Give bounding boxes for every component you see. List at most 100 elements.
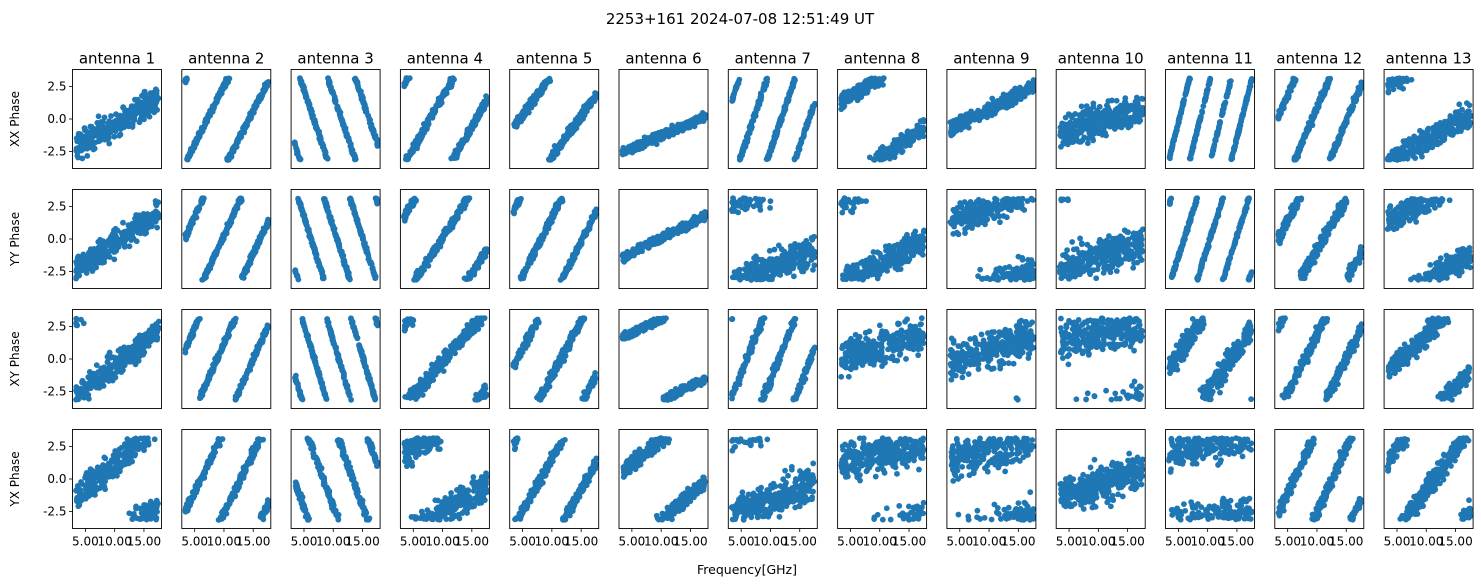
data-point	[1112, 119, 1119, 126]
data-point	[152, 86, 159, 93]
data-point	[702, 113, 708, 120]
figure-title: 2253+161 2024-07-08 12:51:49 UT	[606, 10, 875, 28]
data-point	[93, 258, 100, 265]
data-point	[122, 112, 128, 119]
data-point	[772, 135, 779, 142]
data-point	[105, 134, 112, 141]
data-point	[411, 145, 417, 152]
column-title: antenna 13	[1386, 50, 1472, 68]
data-point	[798, 138, 805, 144]
data-point	[1435, 129, 1442, 136]
data-point	[126, 243, 133, 250]
scatter-points	[1384, 75, 1474, 163]
data-point	[875, 83, 882, 89]
data-point	[914, 125, 920, 132]
y-tick-label: 0.0	[47, 112, 66, 126]
data-point	[1243, 96, 1250, 103]
data-point	[264, 218, 271, 225]
data-point	[1067, 139, 1074, 145]
data-point	[1101, 119, 1108, 126]
data-point	[228, 154, 235, 160]
data-point	[769, 142, 775, 149]
data-point	[1408, 150, 1414, 156]
data-point	[308, 109, 315, 115]
data-point	[84, 153, 91, 159]
data-point	[760, 84, 767, 91]
data-point	[113, 124, 120, 131]
data-point	[440, 90, 447, 97]
data-point	[111, 231, 118, 238]
data-point	[1421, 136, 1428, 143]
axes-frame	[727, 69, 818, 169]
data-point	[1076, 138, 1083, 145]
data-point	[1182, 91, 1189, 98]
data-point	[1459, 106, 1465, 113]
column-title: antenna 11	[1167, 50, 1253, 68]
data-point	[417, 133, 424, 140]
data-point	[548, 155, 555, 162]
data-point	[1137, 117, 1144, 124]
data-point	[1247, 83, 1254, 90]
panel-2-1: 2.50.0-2.5YY Phase	[8, 189, 162, 289]
data-point	[428, 111, 435, 118]
data-point	[1113, 107, 1120, 114]
data-point	[1199, 108, 1205, 115]
data-point	[519, 110, 526, 117]
data-point	[79, 143, 86, 150]
data-point	[1191, 137, 1198, 144]
data-point	[1416, 138, 1422, 145]
data-point	[1139, 96, 1146, 102]
data-point	[1186, 75, 1193, 82]
data-point	[739, 152, 745, 159]
data-point	[321, 147, 328, 154]
data-point	[147, 212, 154, 218]
data-point	[1389, 77, 1396, 84]
data-point	[949, 128, 956, 135]
data-point	[1104, 112, 1111, 119]
data-point	[82, 253, 89, 260]
data-point	[1090, 103, 1097, 110]
data-point	[849, 91, 856, 98]
data-point	[132, 218, 139, 224]
data-point	[669, 122, 675, 129]
axes-frame	[618, 69, 709, 169]
data-point	[208, 262, 214, 268]
data-point	[224, 156, 231, 163]
data-point	[961, 123, 968, 130]
data-point	[1168, 147, 1175, 153]
data-point	[1171, 133, 1178, 140]
column-title: antenna 9	[953, 50, 1029, 68]
data-point	[1058, 143, 1064, 150]
data-point	[93, 264, 100, 271]
column-title: antenna 7	[735, 50, 811, 68]
data-point	[1456, 121, 1463, 128]
data-point	[202, 270, 209, 277]
data-point	[847, 97, 854, 104]
data-point	[78, 265, 85, 271]
data-point	[121, 243, 128, 250]
data-point	[121, 124, 127, 131]
data-point	[1464, 121, 1471, 128]
data-point	[1424, 126, 1431, 133]
data-point	[1004, 99, 1011, 106]
data-point	[105, 121, 112, 127]
data-point	[324, 155, 331, 162]
data-point	[1178, 106, 1185, 113]
data-point	[1214, 130, 1221, 137]
data-point	[463, 130, 470, 137]
data-point	[1174, 127, 1180, 134]
data-point	[1418, 143, 1425, 149]
scatter-points	[292, 195, 381, 283]
data-point	[79, 155, 86, 162]
data-point	[1237, 122, 1244, 129]
data-point	[1092, 118, 1099, 125]
data-point	[538, 90, 545, 96]
panel-1-3: antenna 3	[290, 50, 381, 169]
data-point	[1093, 112, 1100, 119]
data-point	[1282, 98, 1288, 105]
data-point	[801, 128, 808, 135]
data-point	[1400, 85, 1406, 92]
data-point	[645, 139, 652, 146]
data-point	[1188, 149, 1195, 156]
data-point	[1071, 120, 1078, 126]
